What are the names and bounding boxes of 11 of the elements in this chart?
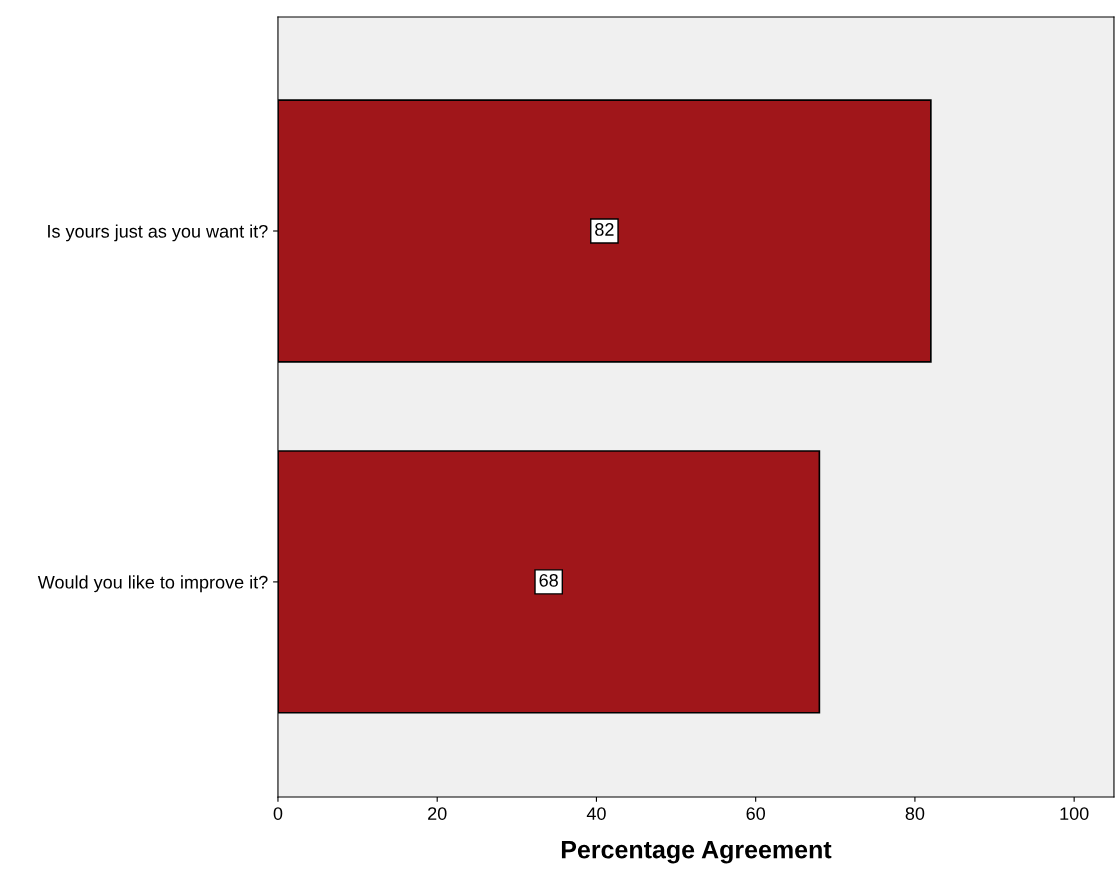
x-axis-title: Percentage Agreement bbox=[561, 841, 832, 864]
x-tick-label: 100 bbox=[1060, 807, 1089, 820]
x-tick-label: 80 bbox=[905, 807, 925, 820]
data-label: 68 bbox=[539, 573, 558, 587]
x-tick-label: 40 bbox=[586, 807, 606, 820]
x-tick-label: 60 bbox=[746, 807, 766, 820]
data-label: 82 bbox=[595, 223, 614, 236]
x-tick-label: 0 bbox=[273, 807, 283, 820]
y-tick-label: Would you like to improve it? bbox=[37, 575, 268, 593]
x-tick-label: 20 bbox=[428, 807, 447, 820]
y-tick-label: Is yours just as you want it? bbox=[48, 224, 268, 242]
